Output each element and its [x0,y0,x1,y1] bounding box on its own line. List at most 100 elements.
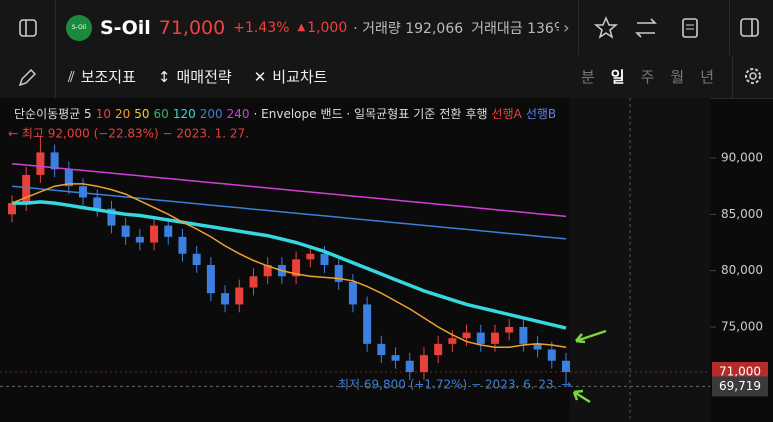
arrow [575,329,607,344]
candle-body [64,169,73,187]
candle-body [292,259,301,277]
change-pct: +1.43% [233,19,290,36]
legend-item: · Envelope [254,107,317,121]
candle-body [93,197,102,209]
legend-item: 선행A [492,106,523,121]
candle-body [462,332,471,339]
amount: 거래대금 136억 [471,20,560,37]
candle-body [79,186,88,198]
candle-body [107,208,116,226]
candle-body [448,338,457,344]
sidebar-toggle[interactable] [0,0,55,55]
candle-body [562,360,570,372]
legend-item: 밴드 · 일목균형표 [321,107,410,121]
y-tick-label: 80,000 [721,263,763,277]
legend-item: 기준 [413,107,435,121]
candle-body [164,225,173,237]
future-area [570,98,710,422]
candle-body [221,293,230,305]
candle-body [235,287,244,305]
legend-item: 200 [200,107,223,121]
candle-body [363,304,372,344]
candle-body [391,355,400,361]
candle-body [377,343,386,356]
change: 1,000 [307,19,348,36]
label: 매매전략 [176,68,232,86]
label: 보조지표 [80,68,136,86]
logo: S-Oil [66,14,92,41]
last-price-label: 71,000 [719,364,761,378]
legend-item: 60 [154,107,169,121]
volume: · 거래량 192,066 [353,20,464,37]
candle-body [419,355,428,372]
legend-item: 후행 [465,106,487,121]
candle-body [150,225,159,243]
settings[interactable] [733,55,773,98]
candle-body [249,276,258,288]
ma-line [12,200,567,330]
stock-name: S-Oil [100,16,151,39]
y-tick-label: 85,000 [721,207,763,221]
candle-body [121,225,130,237]
candle-body [348,281,357,305]
divider [55,55,56,98]
ma-line [11,183,567,348]
period[interactable]: 월 [670,68,685,86]
candle-body [434,343,443,356]
period[interactable]: 분 [580,68,595,86]
draw-icon[interactable] [0,55,55,98]
legend-item: 선행B [526,106,556,121]
divider [728,0,730,55]
arrow [572,389,591,404]
label: 비교차트 [272,68,328,86]
candle-body [490,332,499,344]
tool[interactable]: ✕ 비교차트 [253,67,328,87]
legend-item: 240 [227,107,250,121]
period[interactable]: 일 [610,68,625,86]
period[interactable]: 년 [700,68,714,86]
header-icons[interactable] [579,0,729,55]
divider [577,0,579,55]
candle-body [135,236,144,243]
candle-body [50,152,59,170]
legend: 단순이동평균 5 10 20 50 60 120 200 240 · Envelope 밴드 · … [14,106,556,121]
tool[interactable]: ↕ 매매전략 [157,67,232,87]
legend-item: 전환 [439,107,461,121]
candle-body [206,265,215,294]
y-tick-label: 75,000 [721,319,763,333]
ma-line [11,162,567,218]
candle-body [405,360,414,372]
period[interactable]: 주 [640,68,655,86]
candle-body [36,152,45,175]
divider [732,55,733,98]
candle-body [178,236,187,254]
chart: ← 최고 92,000 (−22.83%) − 2023. 1. 27. 최저 … [0,98,768,422]
tool[interactable]: ⫽ 보조지표 [68,67,136,87]
candle-body [334,265,343,282]
icon [18,18,37,37]
legend-item: 20 [115,107,130,121]
candle-body [22,174,31,204]
panel-toggle[interactable] [730,0,770,55]
candle-body [8,203,16,215]
crosshair-label: 69,719 [719,379,761,393]
up-arrow: ▲ [297,22,306,33]
low-note: 최저 69,800 (+1.72%) − 2023. 6. 23. → [338,378,571,392]
legend-item: 10 [96,107,111,121]
price: 71,000 [158,16,226,39]
high-note: ← 최고 92,000 (−22.83%) − 2023. 1. 27. [8,127,249,141]
candle-body [476,332,485,344]
legend-item: 120 [173,107,196,121]
legend-item: 단순이동평균 5 [14,107,92,121]
ma-line [11,185,567,240]
more[interactable]: › [563,18,570,37]
candle-body [320,253,329,266]
header: S-Oil S-Oil 71,000 +1.43% ▲ 1,000 · 거래량 … [0,0,773,56]
candle-body [519,326,528,344]
divider [55,0,56,55]
candle-body [533,343,542,350]
candle-body [505,326,514,333]
